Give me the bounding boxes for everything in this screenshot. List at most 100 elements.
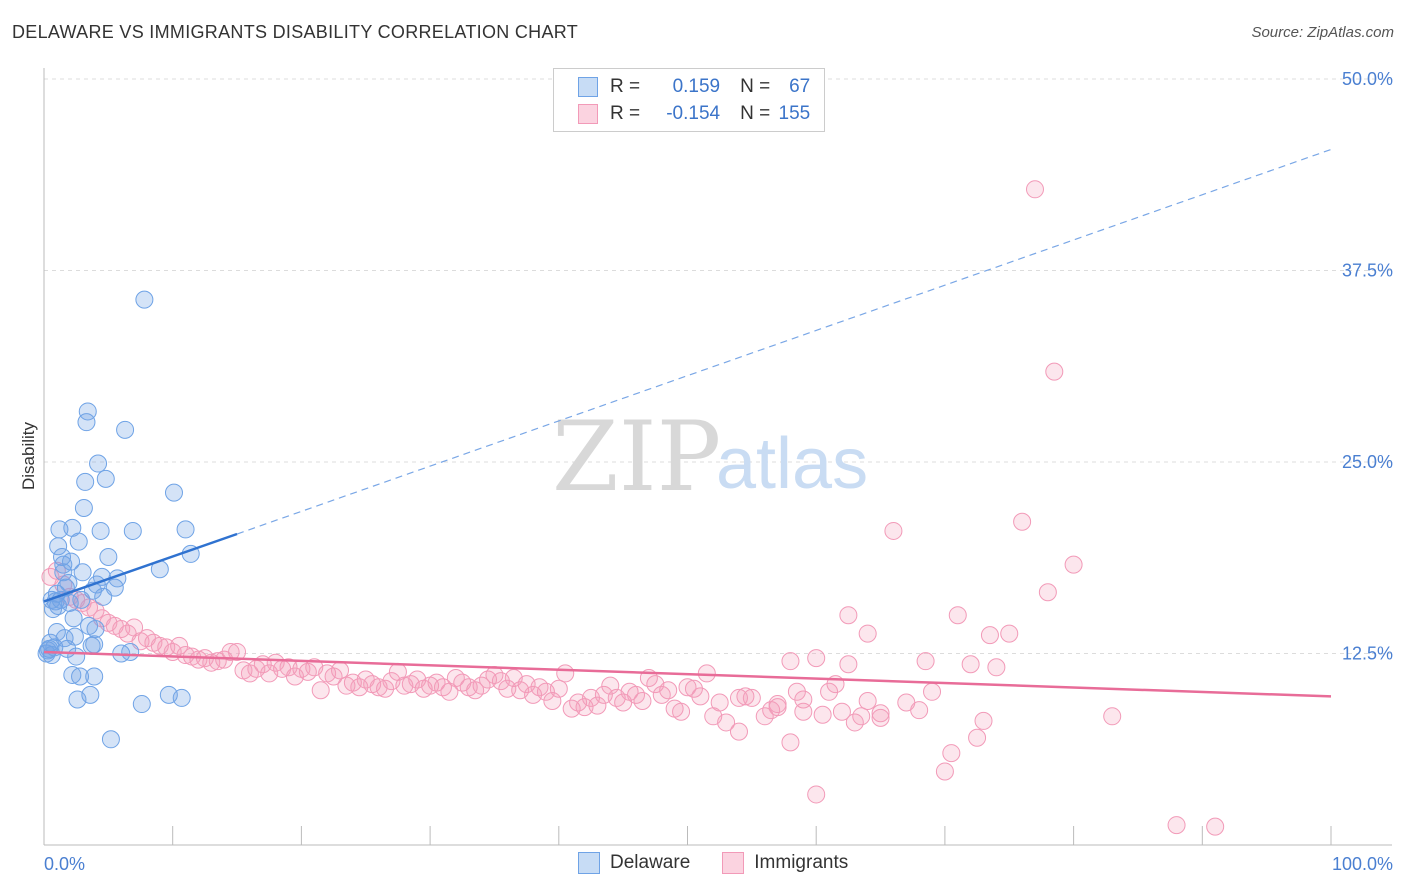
axis-layer: [43, 68, 1392, 846]
immigrants-point: [311, 681, 330, 700]
immigrants-point: [588, 696, 607, 715]
trend-layer: [43, 148, 1332, 698]
immigrants-point: [279, 658, 298, 677]
delaware-point: [96, 469, 115, 488]
immigrants-point: [781, 733, 800, 752]
legend-swatch-immigrants: [578, 104, 598, 124]
immigrants-point: [652, 685, 671, 704]
immigrants-point: [659, 681, 678, 700]
immigrants-point: [1045, 362, 1064, 381]
immigrants-point: [787, 682, 806, 701]
delaware-point: [54, 555, 73, 574]
immigrants-point: [916, 652, 935, 671]
immigrants-point: [961, 655, 980, 674]
series-swatch-delaware: [578, 852, 600, 874]
delaware-point: [99, 547, 118, 566]
chart-title: DELAWARE VS IMMIGRANTS DISABILITY CORREL…: [12, 22, 579, 42]
immigrants-point: [86, 601, 105, 620]
delaware-point: [63, 665, 82, 684]
immigrants-point: [530, 678, 549, 697]
points-layer: [37, 180, 1225, 836]
delaware-point: [91, 521, 110, 540]
legend-row-immigrants: R = -0.154 N = 155: [578, 102, 810, 126]
immigrants-point: [832, 702, 851, 721]
delaware-point: [172, 688, 191, 707]
delaware-point: [72, 590, 91, 609]
immigrants-point: [710, 693, 729, 712]
immigrants-point: [433, 678, 452, 697]
y-tick-label: 50.0%: [1342, 69, 1393, 89]
immigrants-point: [684, 679, 703, 698]
x-tick-label: 100.0%: [1332, 854, 1393, 874]
immigrants-point: [794, 690, 813, 709]
immigrants-point: [1000, 624, 1019, 643]
delaware-point: [53, 547, 72, 566]
immigrants-point: [112, 619, 131, 638]
legend-r-label: R =: [610, 76, 641, 97]
correlation-legend: R = 0.159 N = 67 R = -0.154 N = 155: [553, 68, 825, 132]
delaware-point: [101, 730, 120, 749]
immigrants-point: [556, 664, 575, 683]
immigrants-point: [479, 670, 498, 689]
delaware-point: [89, 454, 108, 473]
immigrants-point: [575, 698, 594, 717]
y-axis-label: Disability: [19, 421, 38, 490]
immigrants-point: [678, 678, 697, 697]
delaware-point: [49, 537, 68, 556]
immigrants-point: [170, 636, 189, 655]
immigrants-point: [987, 658, 1006, 677]
delaware-point: [76, 472, 95, 491]
watermark: ZIP atlas: [552, 401, 868, 513]
delaware-point: [64, 609, 83, 628]
immigrants-point: [376, 679, 395, 698]
immigrants-point: [498, 679, 517, 698]
series-label-delaware: Delaware: [610, 852, 691, 873]
delaware-point: [176, 520, 195, 539]
immigrants-point: [980, 626, 999, 645]
legend-n-value-delaware: 67: [789, 76, 811, 97]
immigrants-point: [1206, 817, 1225, 836]
delaware-point: [69, 532, 88, 551]
series-swatch-immigrants: [722, 852, 745, 874]
immigrants-point: [839, 655, 858, 674]
delaware-point: [59, 574, 78, 593]
delaware-point: [135, 290, 154, 309]
delaware-point: [81, 685, 100, 704]
delaware-trend-line: [43, 532, 238, 603]
watermark-zip: ZIP: [552, 401, 721, 513]
immigrants-point: [813, 705, 832, 724]
immigrants-point: [427, 673, 446, 692]
delaware-point: [85, 635, 104, 654]
source-label: Source: ZipAtlas.com: [1251, 24, 1394, 41]
immigrants-point: [858, 624, 877, 643]
tick-label-layer: 12.5% 25.0% 37.5% 50.0% 0.0% 100.0%: [44, 69, 1393, 874]
immigrants-point: [729, 722, 748, 741]
legend-n-value-immigrants: 155: [778, 103, 811, 124]
immigrants-point: [942, 744, 961, 763]
immigrants-point: [948, 606, 967, 625]
immigrants-point: [298, 662, 317, 681]
immigrants-point: [839, 606, 858, 625]
delaware-point: [116, 420, 135, 439]
delaware-point: [121, 642, 140, 661]
delaware-point: [85, 667, 104, 686]
immigrants-point: [871, 708, 890, 727]
immigrants-point: [1103, 707, 1122, 726]
delaware-point: [51, 590, 70, 609]
immigrants-point: [736, 687, 755, 706]
immigrants-point: [1064, 555, 1083, 574]
watermark-atlas: atlas: [716, 424, 868, 504]
immigrants-point: [331, 661, 350, 680]
series-legend-immigrants: Immigrants: [722, 852, 848, 874]
series-legend: Delaware Immigrants: [578, 852, 880, 874]
immigrants-point: [221, 642, 240, 661]
delaware-point: [71, 667, 90, 686]
immigrants-point: [240, 664, 259, 683]
immigrants-point: [820, 682, 839, 701]
series-legend-delaware: Delaware: [578, 852, 690, 874]
delaware-point: [132, 695, 151, 714]
legend-row-delaware: R = 0.159 N = 67: [578, 75, 810, 99]
legend-r-value-immigrants: -0.154: [666, 103, 721, 124]
legend-r-label: R =: [610, 103, 641, 124]
immigrants-point: [781, 652, 800, 671]
